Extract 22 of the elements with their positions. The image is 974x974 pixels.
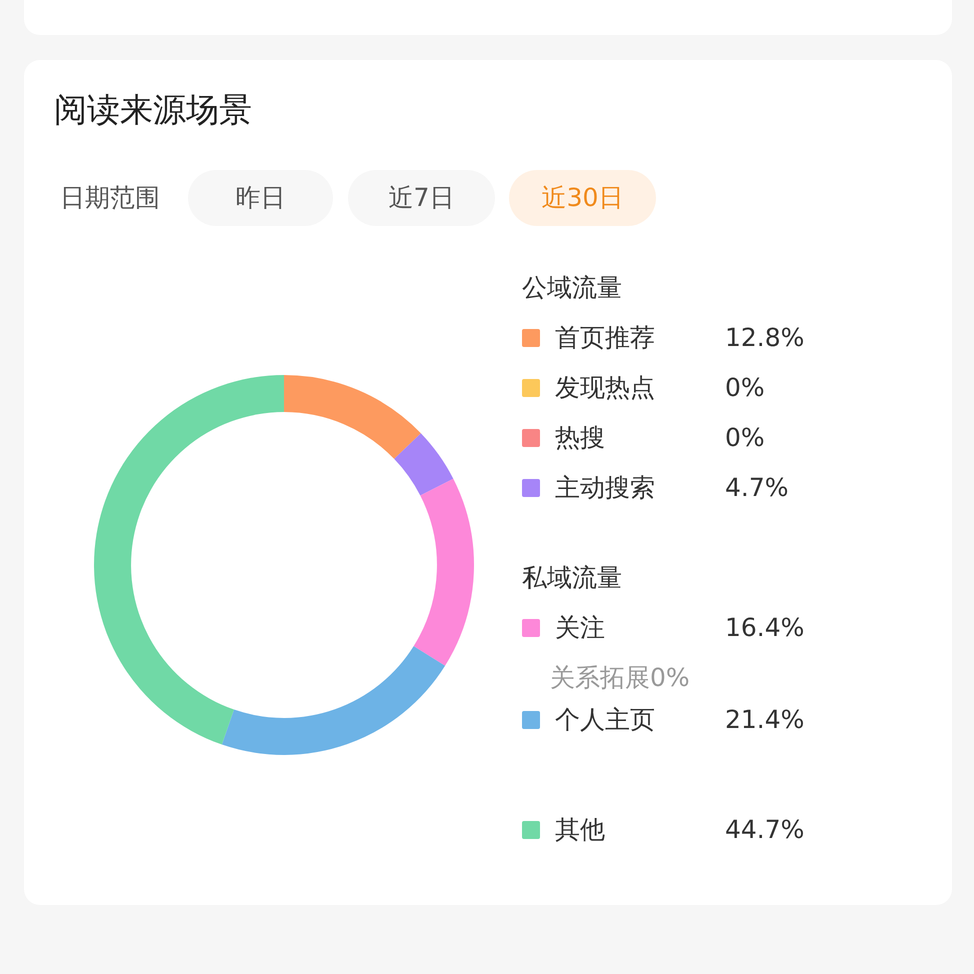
legend-label: 关注 <box>555 612 605 644</box>
data-label: 16.4% <box>725 612 804 644</box>
text: 公域流量 <box>522 272 623 304</box>
data-label: 4.7% <box>725 472 789 504</box>
text: 0% <box>725 373 765 402</box>
text: 日期范围 <box>60 182 160 214</box>
data-label: 12.8% <box>725 322 804 354</box>
legend-label: 热搜 <box>555 422 605 454</box>
legend-label: 其他 <box>555 814 605 846</box>
legend-label: 个人主页 <box>555 704 655 736</box>
text: 关系拓展0% <box>549 662 690 694</box>
legend-label: 发现热点 <box>555 372 655 404</box>
data-label: 44.7% <box>725 814 804 846</box>
text: 0% <box>725 423 765 452</box>
legend-label: 首页推荐 <box>555 322 655 354</box>
legend-label: 主动搜索 <box>555 472 655 504</box>
text: 近30日 <box>509 170 656 226</box>
text: 近7日 <box>348 170 495 226</box>
chart-title: 阅读来源场景 <box>54 89 252 131</box>
data-label: 21.4% <box>725 704 804 736</box>
text: 私域流量 <box>522 562 623 594</box>
text: 昨日 <box>188 170 333 226</box>
